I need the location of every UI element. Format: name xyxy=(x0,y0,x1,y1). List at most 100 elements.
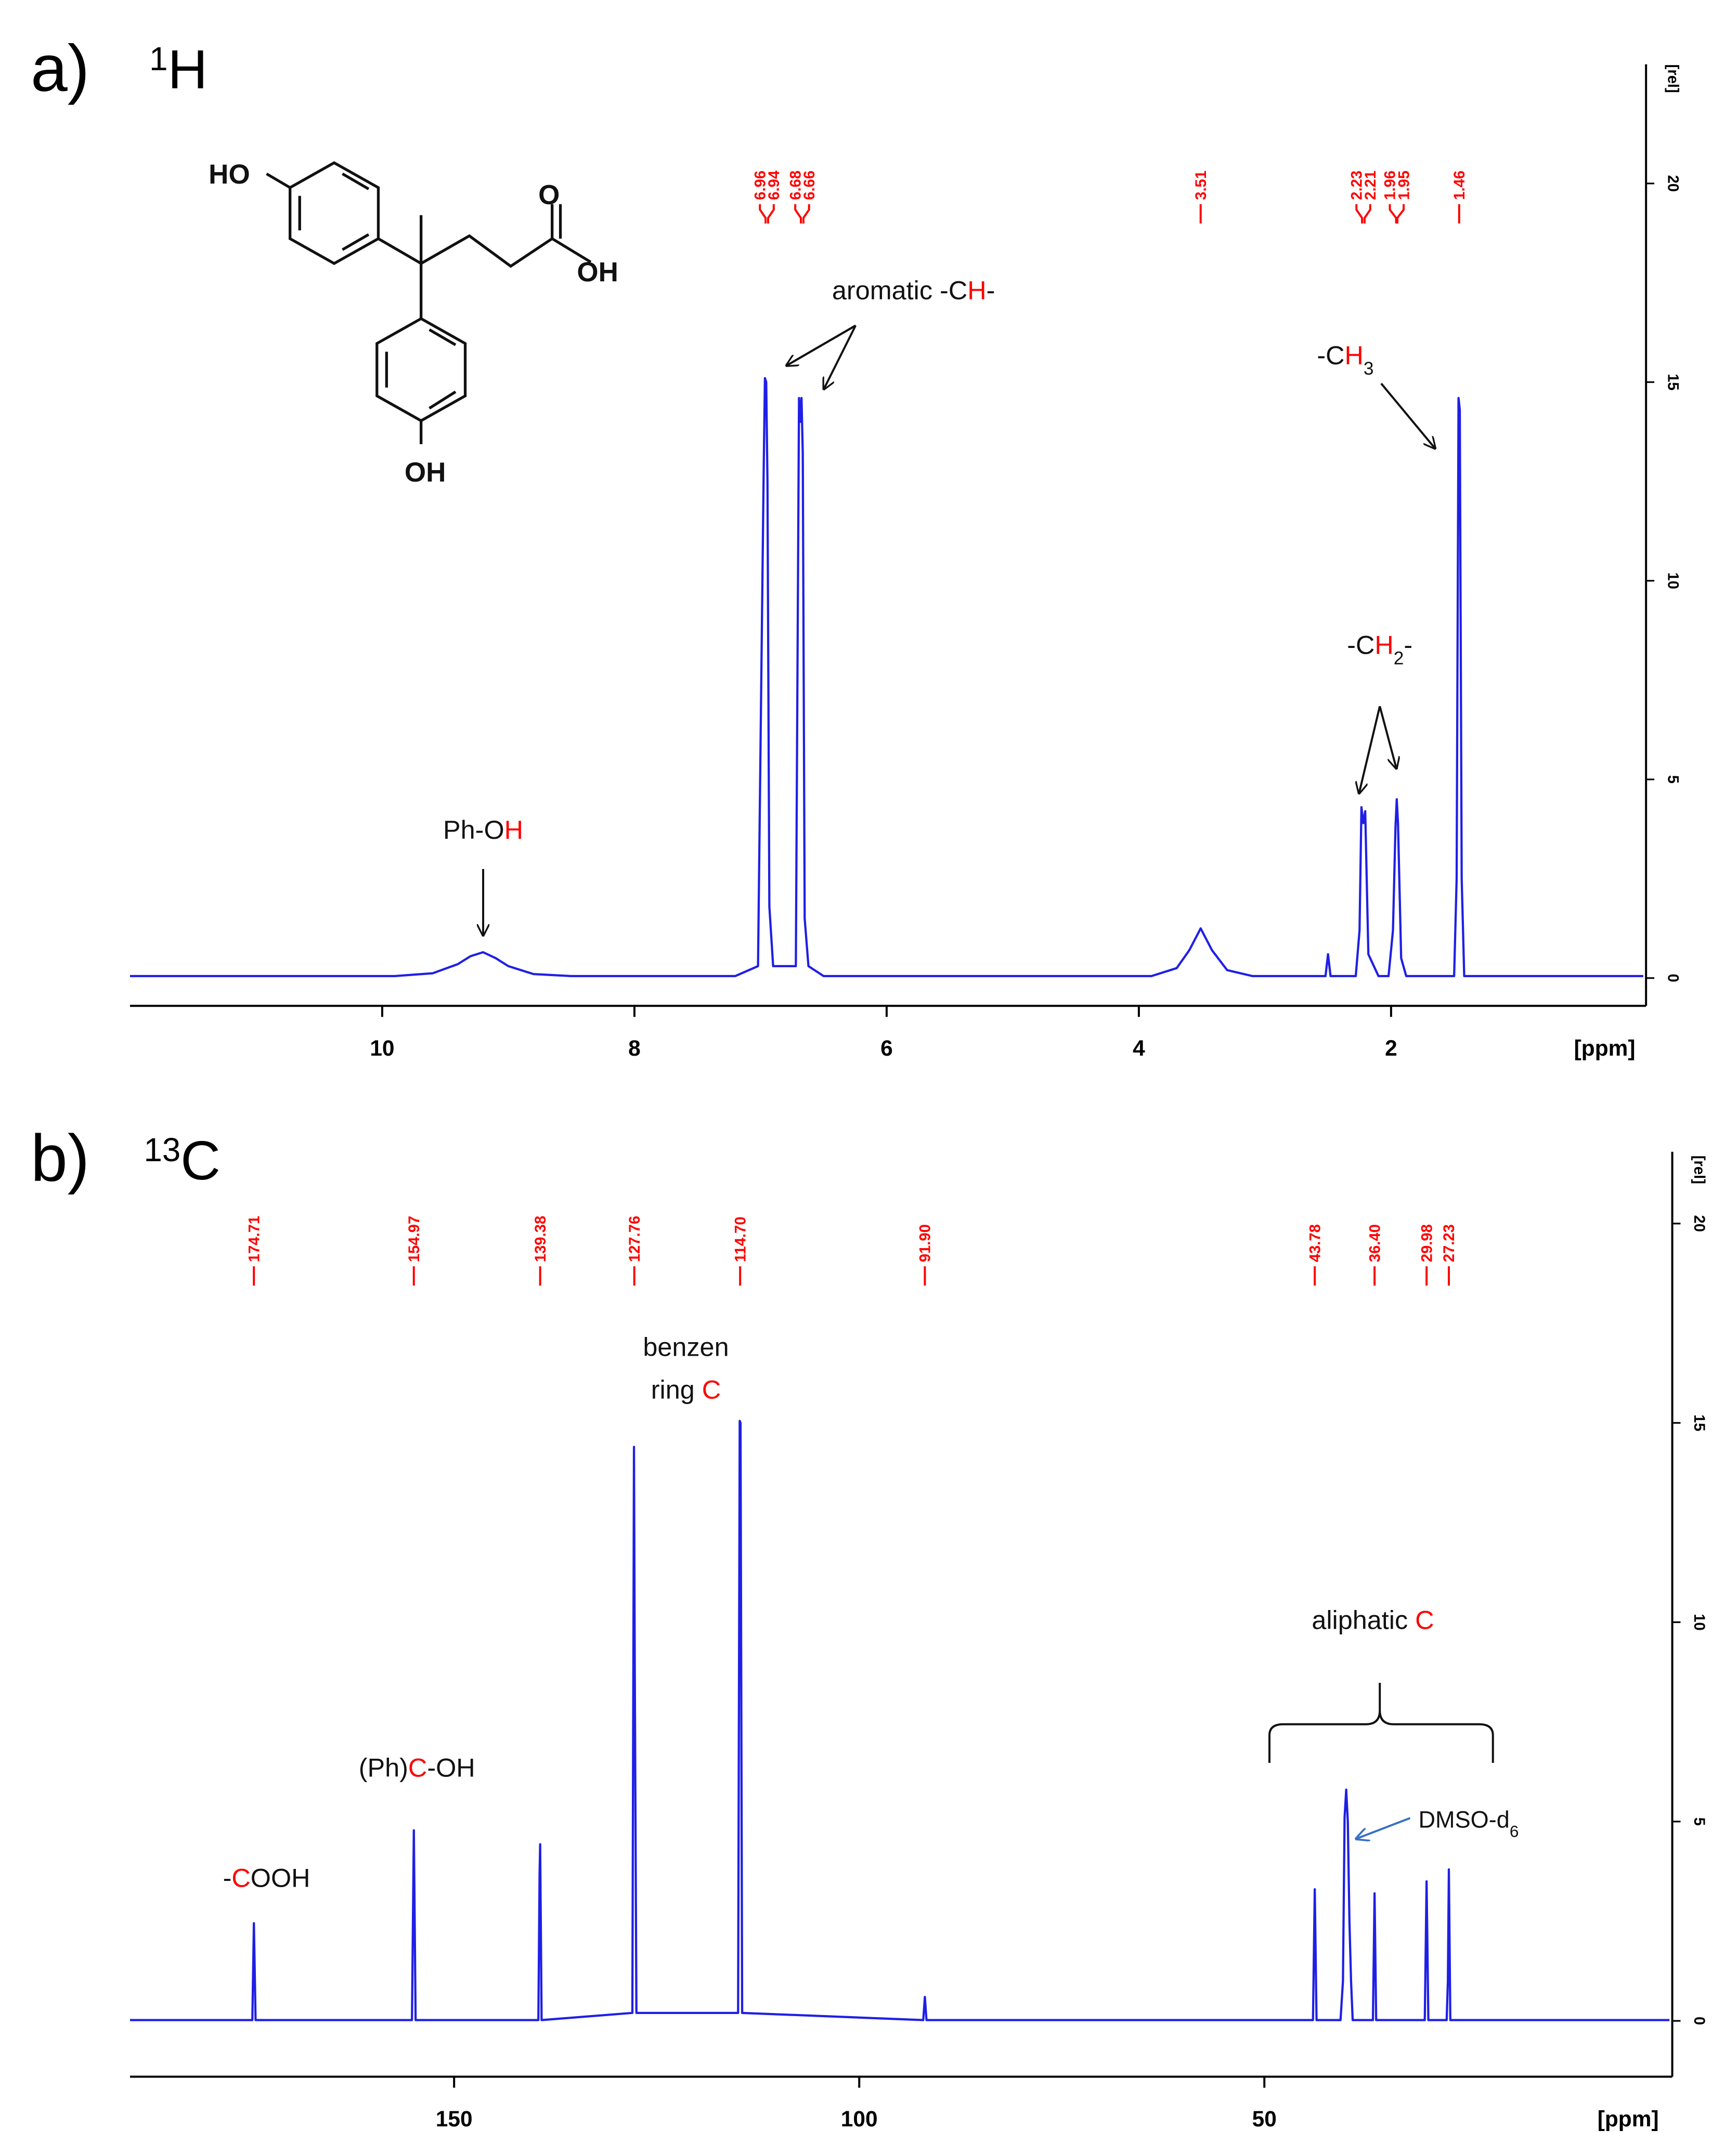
peak-label: 1.95 xyxy=(1396,171,1412,200)
spectrum xyxy=(129,377,1643,978)
annotation-part: C xyxy=(1415,1605,1434,1635)
bonds xyxy=(266,172,592,319)
annotation-part: C xyxy=(408,1753,427,1783)
x-tick-label: 2 xyxy=(1385,1036,1397,1060)
title-part: C xyxy=(180,1130,221,1191)
annotation-part: C xyxy=(702,1375,721,1405)
y-tick-label: 10 xyxy=(1665,573,1681,589)
y-tick-label: 20 xyxy=(1665,175,1681,192)
title-part: 1 xyxy=(149,40,167,77)
annotation-part: -C xyxy=(1347,630,1374,659)
peak-label: 1.46 xyxy=(1451,171,1468,200)
x-tick-label: 150 xyxy=(436,2107,473,2131)
peak-label: 3.51 xyxy=(1193,171,1210,200)
peak-marker xyxy=(802,204,810,224)
atom-label: HO xyxy=(209,159,250,190)
spectrum xyxy=(129,1420,1670,2021)
peak-label: 139.38 xyxy=(533,1216,549,1262)
annotation-part: aliphatic xyxy=(1312,1605,1415,1635)
arrow xyxy=(1379,706,1396,768)
peak-marker xyxy=(767,204,775,224)
panel-label: b) xyxy=(31,1121,89,1195)
annotation: -CH3 xyxy=(1317,340,1373,379)
peak-marker xyxy=(759,204,767,224)
y-tick-label: 5 xyxy=(1665,775,1681,784)
peak-marker xyxy=(1363,204,1371,224)
annotation-part: aromatic -C xyxy=(832,276,967,305)
x-tick-label: 8 xyxy=(628,1036,641,1060)
peak-label: 1.96 xyxy=(1382,171,1399,200)
annotation-part: - xyxy=(223,1863,232,1893)
y-tick-label: 0 xyxy=(1665,974,1681,982)
annotation-part: -OH xyxy=(427,1753,475,1783)
arrow xyxy=(1359,706,1381,793)
annotation-part: 3 xyxy=(1364,358,1374,379)
peak-marker xyxy=(1396,204,1405,224)
y-tick-label: 5 xyxy=(1691,1817,1707,1826)
panel-label: a) xyxy=(31,31,89,105)
peak-label: 43.78 xyxy=(1307,1224,1324,1262)
structure: HO O OH OH xyxy=(209,159,618,488)
annotation-part: Ph-O xyxy=(443,815,504,845)
annotation-part: 6 xyxy=(1510,1822,1519,1841)
ring-bonds xyxy=(298,172,370,251)
atom-label: O xyxy=(538,180,560,211)
annotation-part: ring xyxy=(651,1375,702,1405)
ring xyxy=(375,317,467,423)
x-tick-label: 6 xyxy=(880,1036,893,1060)
y-tick-label: 10 xyxy=(1691,1614,1707,1630)
peak-label: 6.66 xyxy=(801,171,818,200)
ring xyxy=(289,161,380,265)
x-tick-label: 4 xyxy=(1133,1036,1145,1060)
peak-label: 6.94 xyxy=(766,170,783,200)
peak-label: 127.76 xyxy=(627,1216,643,1262)
peak-label: 6.96 xyxy=(753,171,769,200)
peak-label: 6.68 xyxy=(787,171,804,200)
peak-marker xyxy=(1389,204,1397,224)
peak-label: 36.40 xyxy=(1367,1224,1383,1262)
panel-title: 1H xyxy=(149,39,207,100)
arrow xyxy=(787,324,857,366)
annotation: ring C xyxy=(651,1375,721,1405)
x-tick-label: 10 xyxy=(370,1036,394,1060)
annotation-part: H xyxy=(967,276,986,305)
x-axis-label: [ppm] xyxy=(1598,2107,1659,2131)
title-part: H xyxy=(168,39,208,100)
annotation-part: DMSO-d xyxy=(1418,1807,1509,1833)
x-axis-label: [ppm] xyxy=(1574,1036,1636,1060)
atom-label: OH xyxy=(405,457,446,488)
x-tick-label: 100 xyxy=(841,2107,878,2131)
arrow xyxy=(1356,1817,1411,1839)
annotation-part: -C xyxy=(1317,340,1344,370)
annotation-part: - xyxy=(1404,630,1412,659)
annotation: aliphatic C xyxy=(1312,1605,1434,1635)
annotation-part: (Ph) xyxy=(359,1753,408,1783)
x-tick-label: 50 xyxy=(1252,2107,1277,2131)
y-tick-label: 20 xyxy=(1691,1215,1707,1232)
peak-marker xyxy=(1355,204,1364,224)
peak-label: 2.21 xyxy=(1363,171,1379,200)
annotation-part: OOH xyxy=(251,1863,310,1893)
peak-label: 29.98 xyxy=(1419,1224,1435,1262)
annotation: aromatic -CH- xyxy=(832,276,995,305)
annotation-part: H xyxy=(504,815,523,845)
peak-label: 174.71 xyxy=(246,1216,263,1262)
peak-label: 27.23 xyxy=(1441,1224,1458,1262)
arrow xyxy=(786,324,857,389)
brace xyxy=(1268,1683,1494,1763)
panel-title: 13C xyxy=(144,1130,221,1191)
peak-label: 154.97 xyxy=(406,1216,423,1262)
arrow xyxy=(1380,383,1435,448)
peak-label: 114.70 xyxy=(732,1217,749,1263)
y-tick-label: 15 xyxy=(1691,1414,1707,1431)
annotation: -COOH xyxy=(223,1863,310,1893)
peak-label: 2.23 xyxy=(1348,171,1365,200)
peak-label: 91.90 xyxy=(917,1224,934,1262)
annotation-part: benzen xyxy=(643,1332,729,1361)
annotation: (Ph)C-OH xyxy=(359,1753,475,1783)
annotation-part: H xyxy=(1344,340,1363,370)
ring-bonds xyxy=(385,328,457,445)
annotation: Ph-OH xyxy=(443,815,523,845)
